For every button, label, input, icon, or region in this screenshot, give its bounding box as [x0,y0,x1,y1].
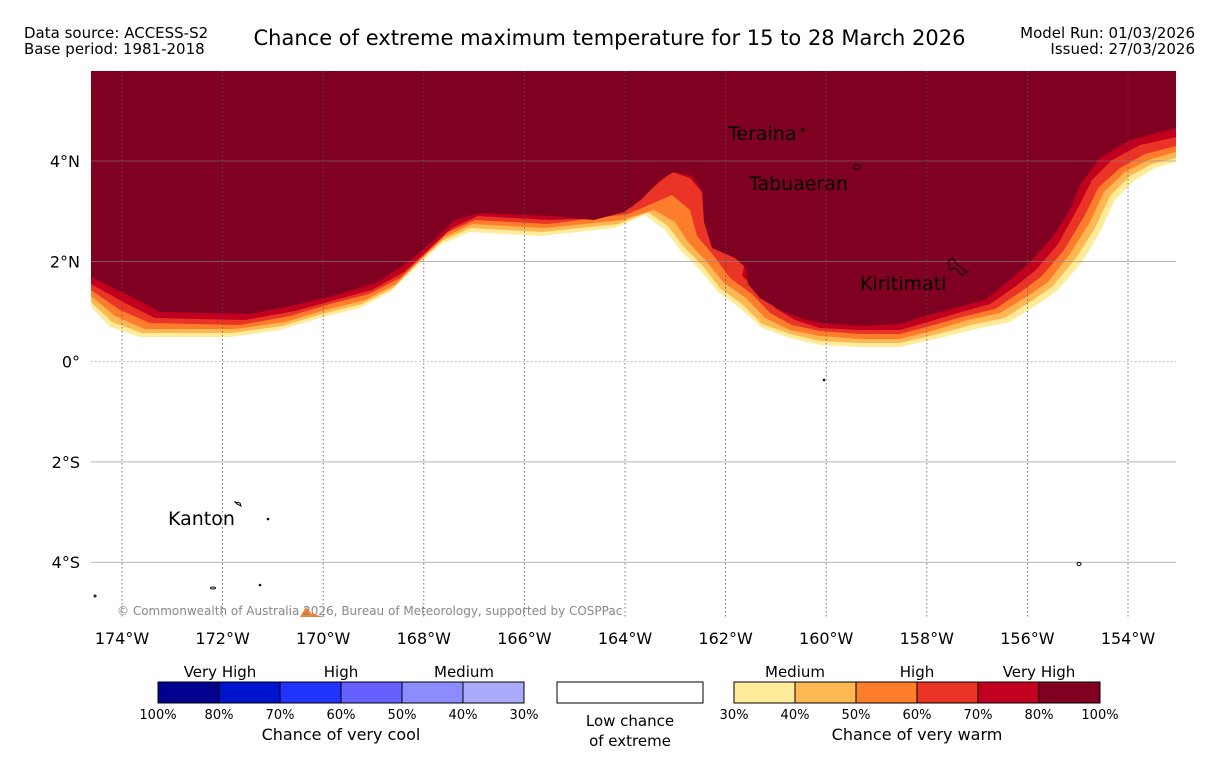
legend-cool-category: High [324,663,358,681]
legend-cool: 100% 80% 70% 60% 50% 40% 30% Very High High Mediu… [139,663,538,744]
legend-neutral-line2: of extreme [589,732,671,750]
latitude-label: 2°N [50,252,80,271]
place-teraina: Teraina [727,123,797,145]
legend-warm-swatch [794,681,857,704]
longitude-label: 166°W [497,629,552,648]
legend-warm: 30% 40% 50% 60% 70% 80% 100% Medium High Very Hig… [720,663,1119,744]
legend-cool-swatch [340,681,403,704]
legend: 100% 80% 70% 60% 50% 40% 30% Very High High Mediu… [139,663,1118,750]
legend-warm-tick-label: 60% [903,708,932,723]
legend-cool-tick-label: 40% [449,708,478,723]
place-tabuaeran: Tabuaeran [748,173,848,195]
legend-cool-swatch [218,681,281,704]
longitude-label: 156°W [1000,629,1055,648]
data-source-label: Data source: ACCESS-S2 [24,24,209,42]
legend-warm-tick-label: 50% [842,708,871,723]
legend-cool-title: Chance of very cool [262,725,421,744]
legend-warm-swatch [916,681,979,704]
header-right: Model Run: 01/03/2026 Issued: 27/03/2026 [1020,25,1195,57]
longitude-label: 164°W [598,629,653,648]
legend-warm-category: Very High [1003,663,1076,681]
place-kiritimati: Kiritimati [860,273,946,295]
legend-warm-category: High [900,663,934,681]
longitude-label: 162°W [698,629,753,648]
header-left: Data source: ACCESS-S2 Base period: 1981… [24,25,208,57]
longitude-label: 168°W [397,629,452,648]
longitude-labels: 174°W 172°W 170°W 168°W 166°W 164°W 162°W 160°W… [95,629,1156,648]
latitude-label: 2°S [52,453,80,472]
legend-cool-swatch [462,681,525,704]
legend-neutral-swatch [556,681,704,704]
issued-label: Issued: 27/03/2026 [1050,40,1195,58]
legend-cool-swatch [279,681,342,704]
longitude-label: 174°W [95,629,150,648]
legend-warm-tick-label: 40% [781,708,810,723]
legend-warm-tick-label: 80% [1025,708,1054,723]
probability-bands [91,71,1176,617]
copyright-notice: © Commonwealth of Australia 2026, Bureau… [117,604,622,618]
island-dot-5 [93,594,97,598]
island-dot-3 [210,586,216,590]
legend-neutral-line1: Low chance [586,712,674,730]
legend-cool-swatch [401,681,464,704]
legend-cool-category: Very High [184,663,257,681]
longitude-label: 154°W [1101,629,1156,648]
longitude-label: 170°W [296,629,351,648]
island-dot-2 [822,378,826,382]
islands [93,128,1082,598]
legend-warm-swatch [977,681,1040,704]
legend-cool-category: Medium [434,663,494,681]
legend-warm-title: Chance of very warm [832,725,1003,744]
map-title: Chance of extreme maximum temperature fo… [253,26,966,50]
gridlines [91,71,1176,619]
band-medium-blip [300,607,325,617]
legend-cool-tick-label: 100% [139,708,176,723]
latitude-label: 0° [62,353,80,372]
model-run-label: Model Run: 01/03/2026 [1020,24,1195,42]
kiritimati-atoll [947,257,968,276]
legend-cool-tick-label: 50% [388,708,417,723]
legend-cool-tick-label: 80% [205,708,234,723]
latitude-label: 4°N [50,152,80,171]
longitude-label: 158°W [900,629,955,648]
legend-warm-category: Medium [765,663,825,681]
teraina-island [801,128,805,132]
band-very-high-80-100 [91,71,1176,326]
legend-cool-tick-label: 60% [327,708,356,723]
tabuaeran-atoll [853,164,861,170]
latitude-label: 4°S [52,553,80,572]
legend-cool-tick-label: 30% [510,708,539,723]
legend-neutral: Low chance of extreme [556,681,704,750]
island-dot-6 [1076,562,1082,566]
island-dot-1 [266,517,270,521]
base-period-label: Base period: 1981-2018 [24,40,205,58]
island-dot-4 [258,583,262,587]
longitude-label: 172°W [195,629,250,648]
latitude-labels: 4°N 2°N 0° 2°S 4°S [50,152,80,572]
legend-warm-swatch [855,681,918,704]
place-kanton: Kanton [168,508,235,530]
legend-warm-tick-label: 70% [964,708,993,723]
kanton-atoll [233,501,242,507]
longitude-label: 160°W [799,629,854,648]
legend-cool-swatch [157,681,220,704]
legend-warm-swatch [733,681,796,704]
legend-warm-tick-label: 30% [720,708,749,723]
legend-warm-tick-label: 100% [1081,708,1118,723]
legend-cool-tick-label: 70% [266,708,295,723]
legend-warm-swatch [1038,681,1101,704]
